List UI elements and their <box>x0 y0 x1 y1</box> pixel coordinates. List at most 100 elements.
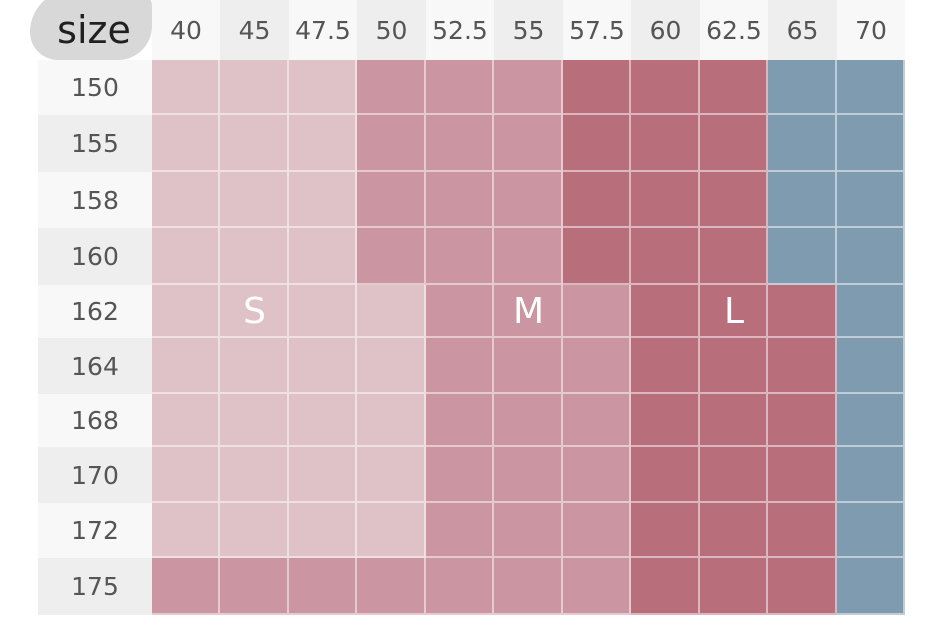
size-cell <box>631 447 700 503</box>
size-cell <box>768 60 837 115</box>
size-cell <box>837 338 905 394</box>
height-header-cell: 155 <box>38 115 152 172</box>
weight-header-cell: 40 <box>152 0 220 60</box>
size-cell <box>494 172 563 228</box>
size-cell <box>700 503 768 558</box>
size-cell <box>426 115 494 172</box>
size-cell <box>563 503 631 558</box>
weight-header-cell: 65 <box>768 0 837 60</box>
zone-label-l: L <box>723 290 745 332</box>
size-cell <box>700 285 768 338</box>
size-cell <box>563 447 631 503</box>
size-cell <box>700 115 768 172</box>
size-cell <box>152 60 220 115</box>
size-cell <box>768 115 837 172</box>
weight-header-cell: 57.5 <box>563 0 631 60</box>
weight-header-cell: 45 <box>220 0 289 60</box>
size-cell <box>837 172 905 228</box>
size-cell <box>631 172 700 228</box>
size-cell <box>768 394 837 447</box>
size-cell <box>768 503 837 558</box>
size-cell <box>220 285 289 338</box>
size-cell <box>220 503 289 558</box>
size-cell <box>494 558 563 615</box>
size-cell <box>494 60 563 115</box>
size-cell <box>426 60 494 115</box>
size-cell <box>289 60 357 115</box>
size-cell <box>700 447 768 503</box>
size-cell <box>289 115 357 172</box>
size-cell <box>357 115 426 172</box>
size-cell <box>837 60 905 115</box>
weight-header-cell: 60 <box>631 0 700 60</box>
size-cell <box>289 503 357 558</box>
size-cell <box>357 228 426 285</box>
size-cell <box>152 172 220 228</box>
size-cell <box>152 503 220 558</box>
size-cell <box>220 447 289 503</box>
size-cell <box>494 394 563 447</box>
size-cell <box>563 115 631 172</box>
size-cell <box>152 115 220 172</box>
size-cell <box>494 228 563 285</box>
height-header-cell: 158 <box>38 172 152 228</box>
size-cell <box>289 338 357 394</box>
size-cell <box>220 394 289 447</box>
size-cell <box>357 172 426 228</box>
size-cell <box>837 503 905 558</box>
size-cell <box>631 228 700 285</box>
size-cell <box>426 228 494 285</box>
size-cell <box>152 338 220 394</box>
size-cell <box>631 60 700 115</box>
weight-header-cell: 50 <box>357 0 426 60</box>
weight-header-cell: 52.5 <box>426 0 494 60</box>
size-cell <box>700 172 768 228</box>
size-cell <box>152 447 220 503</box>
size-cell <box>768 172 837 228</box>
size-cell <box>357 285 426 338</box>
height-header-cell: 172 <box>38 503 152 558</box>
size-cell <box>631 394 700 447</box>
height-header-cell: 150 <box>38 60 152 115</box>
height-header-cell: 162 <box>38 285 152 338</box>
size-cell <box>837 285 905 338</box>
zone-label-s: S <box>243 290 266 332</box>
size-cell <box>563 228 631 285</box>
size-cell <box>631 558 700 615</box>
size-cell <box>426 394 494 447</box>
size-cell <box>700 558 768 615</box>
size-cell <box>837 115 905 172</box>
size-cell <box>357 503 426 558</box>
size-cell <box>289 394 357 447</box>
size-cell <box>152 285 220 338</box>
size-cell <box>837 394 905 447</box>
size-cell <box>563 558 631 615</box>
height-header-cell: 164 <box>38 338 152 394</box>
size-cell <box>426 558 494 615</box>
size-cell <box>494 503 563 558</box>
size-cell <box>768 285 837 338</box>
size-cell <box>152 558 220 615</box>
size-cell <box>768 447 837 503</box>
height-header-cell: 168 <box>38 394 152 447</box>
size-cell <box>426 285 494 338</box>
zone-label-m: M <box>512 290 545 332</box>
size-cell <box>837 558 905 615</box>
size-cell <box>494 447 563 503</box>
size-cell <box>220 172 289 228</box>
size-cell <box>426 172 494 228</box>
size-cell <box>220 228 289 285</box>
size-cell <box>700 60 768 115</box>
size-cell <box>357 394 426 447</box>
size-cell <box>837 447 905 503</box>
size-cell <box>426 447 494 503</box>
size-cell <box>289 558 357 615</box>
size-cell <box>220 338 289 394</box>
size-cell <box>563 394 631 447</box>
size-cell <box>289 228 357 285</box>
corner-label: size <box>57 8 131 52</box>
size-cell <box>631 115 700 172</box>
size-cell <box>563 60 631 115</box>
weight-header-cell: 70 <box>837 0 905 60</box>
